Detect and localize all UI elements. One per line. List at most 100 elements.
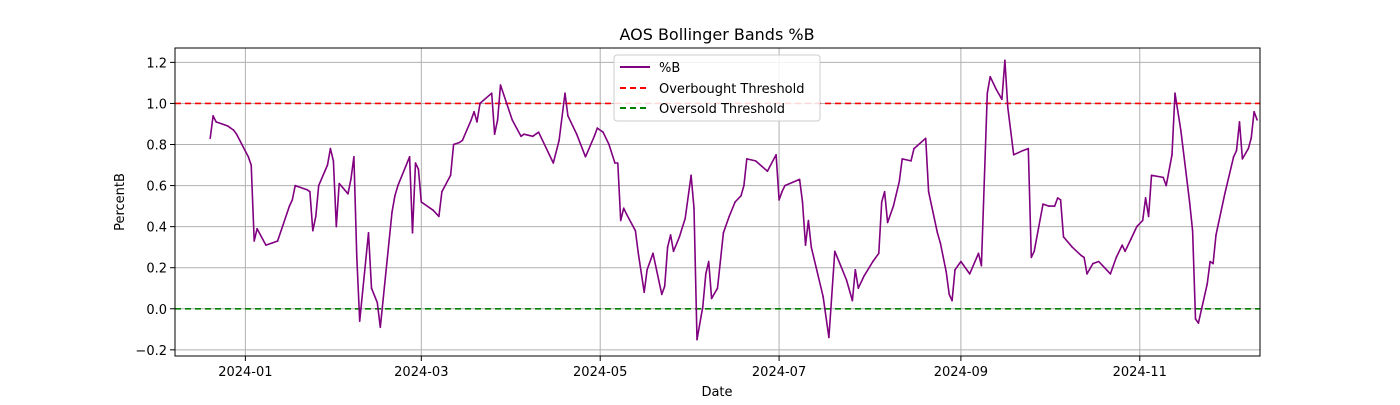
percentb-data-point — [951, 299, 953, 302]
percentb-data-point — [417, 168, 420, 170]
percentb-data-point — [1012, 154, 1015, 156]
percentb-data-point — [353, 156, 355, 158]
percentb-data-point — [227, 125, 229, 127]
percentb-data-point — [766, 170, 769, 172]
percentb-data-point — [854, 269, 857, 271]
x-tick-label: 2024-09 — [934, 365, 988, 380]
percentb-data-point — [449, 174, 452, 177]
percentb-data-point — [1241, 158, 1244, 160]
percentb-data-point — [1103, 266, 1106, 269]
percentb-data-point — [1124, 250, 1126, 253]
percentb-series-line — [209, 59, 1258, 341]
percentb-data-point — [807, 219, 810, 222]
percentb-data-point — [1097, 260, 1100, 263]
percentb-data-point — [1042, 203, 1044, 205]
percentb-data-point — [1174, 92, 1176, 94]
percentb-data-point — [989, 75, 991, 78]
percentb-data-point — [622, 207, 625, 209]
percentb-data-point — [798, 178, 801, 181]
percentb-data-point — [315, 215, 317, 218]
percentb-data-point — [564, 92, 566, 94]
percentb-data-point — [672, 250, 675, 253]
percentb-data-point — [1144, 197, 1147, 199]
percentb-data-point — [1171, 154, 1173, 156]
percentb-data-point — [1083, 256, 1085, 259]
percentb-data-point — [394, 195, 396, 197]
y-tick-label: 1.2 — [146, 56, 167, 71]
percentb-data-point — [1197, 322, 1200, 324]
percentb-data-point — [968, 273, 971, 275]
percentb-data-point — [696, 338, 698, 341]
percentb-data-point — [476, 121, 478, 123]
x-tick-label: 2024-03 — [394, 365, 448, 380]
percentb-data-point — [441, 190, 443, 193]
percentb-data-point — [634, 229, 637, 232]
legend-label-percentb: %B — [659, 61, 680, 76]
percentb-data-point — [511, 119, 513, 121]
chart-title: AOS Bollinger Bands %B — [619, 25, 814, 44]
series-layer — [209, 59, 1258, 341]
percentb-data-point — [661, 293, 663, 296]
percentb-data-point — [473, 110, 475, 113]
percentb-data-point — [801, 201, 804, 203]
legend-label-overbought: Overbought Threshold — [659, 82, 805, 97]
percentb-data-point — [438, 215, 440, 218]
percentb-data-point — [705, 273, 707, 275]
percentb-data-point — [271, 242, 273, 244]
percentb-data-point — [1209, 260, 1211, 263]
percentb-data-point — [493, 133, 496, 135]
percentb-data-point — [1121, 244, 1123, 246]
percentb-data-point — [470, 119, 473, 121]
percentb-data-point — [329, 147, 332, 150]
percentb-data-point — [317, 184, 320, 187]
percentb-data-point — [716, 287, 719, 290]
percentb-data-point — [256, 227, 258, 230]
percentb-data-point — [291, 199, 294, 201]
percentb-data-point — [309, 190, 311, 193]
percentb-data-point — [880, 201, 883, 203]
percentb-data-point — [253, 240, 255, 242]
percentb-data-point — [332, 160, 335, 162]
percentb-data-point — [1147, 215, 1150, 218]
percentb-data-point — [520, 135, 522, 138]
percentb-data-point — [312, 229, 314, 232]
percentb-data-point — [1027, 147, 1030, 150]
percentb-data-point — [265, 244, 267, 246]
percentb-data-point — [693, 207, 695, 209]
percentb-data-point — [707, 260, 710, 263]
percentb-data-point — [602, 131, 604, 133]
percentb-data-point — [1136, 225, 1138, 228]
percentb-data-point — [397, 184, 399, 187]
percentb-data-point — [804, 244, 807, 246]
percentb-data-point — [1194, 318, 1197, 320]
percentb-data-point — [1150, 174, 1153, 177]
percentb-data-point — [1115, 256, 1118, 259]
percentb-data-point — [379, 326, 382, 329]
percentb-data-point — [663, 285, 666, 288]
percentb-data-point — [276, 240, 279, 242]
x-tick-label: 2024-05 — [573, 365, 627, 380]
y-tick-label: −0.2 — [135, 344, 167, 359]
percentb-data-point — [558, 139, 560, 142]
percentb-data-point — [927, 190, 930, 193]
percentb-data-point — [1130, 238, 1132, 240]
percentb-data-point — [1053, 205, 1056, 207]
y-tick-label: 0.4 — [146, 221, 167, 236]
percentb-data-point — [886, 221, 889, 224]
percentb-data-point — [1180, 129, 1182, 131]
percentb-data-point — [496, 119, 499, 121]
percentb-data-point — [432, 209, 434, 211]
percentb-data-point — [1256, 119, 1258, 121]
percentb-data-point — [1056, 197, 1059, 199]
percentb-data-point — [617, 162, 619, 164]
percentb-data-point — [1109, 273, 1112, 275]
percentb-data-point — [414, 162, 417, 164]
legend-box — [613, 54, 821, 122]
percentb-data-point — [954, 269, 956, 271]
y-tick-label: 0.0 — [146, 303, 167, 318]
percentb-data-point — [945, 271, 947, 273]
percentb-data-point — [490, 92, 493, 94]
percentb-data-point — [370, 287, 373, 290]
x-axis-ticks: 2024-01 2024-03 2024-05 2024-07 2024-09 2024-… — [218, 356, 1167, 380]
